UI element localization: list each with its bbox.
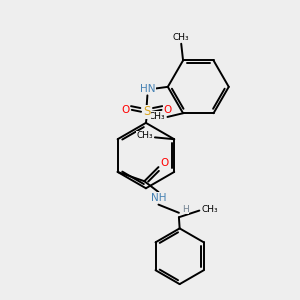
Text: CH₃: CH₃ xyxy=(136,131,153,140)
Text: O: O xyxy=(164,105,172,115)
Text: CH₃: CH₃ xyxy=(173,33,190,42)
Text: O: O xyxy=(160,158,169,168)
Text: S: S xyxy=(143,105,150,118)
Text: O: O xyxy=(122,105,130,115)
Text: H: H xyxy=(182,205,189,214)
Text: NH: NH xyxy=(152,193,167,203)
Text: CH₃: CH₃ xyxy=(149,112,165,121)
Text: CH₃: CH₃ xyxy=(201,205,218,214)
Text: HN: HN xyxy=(140,84,155,94)
